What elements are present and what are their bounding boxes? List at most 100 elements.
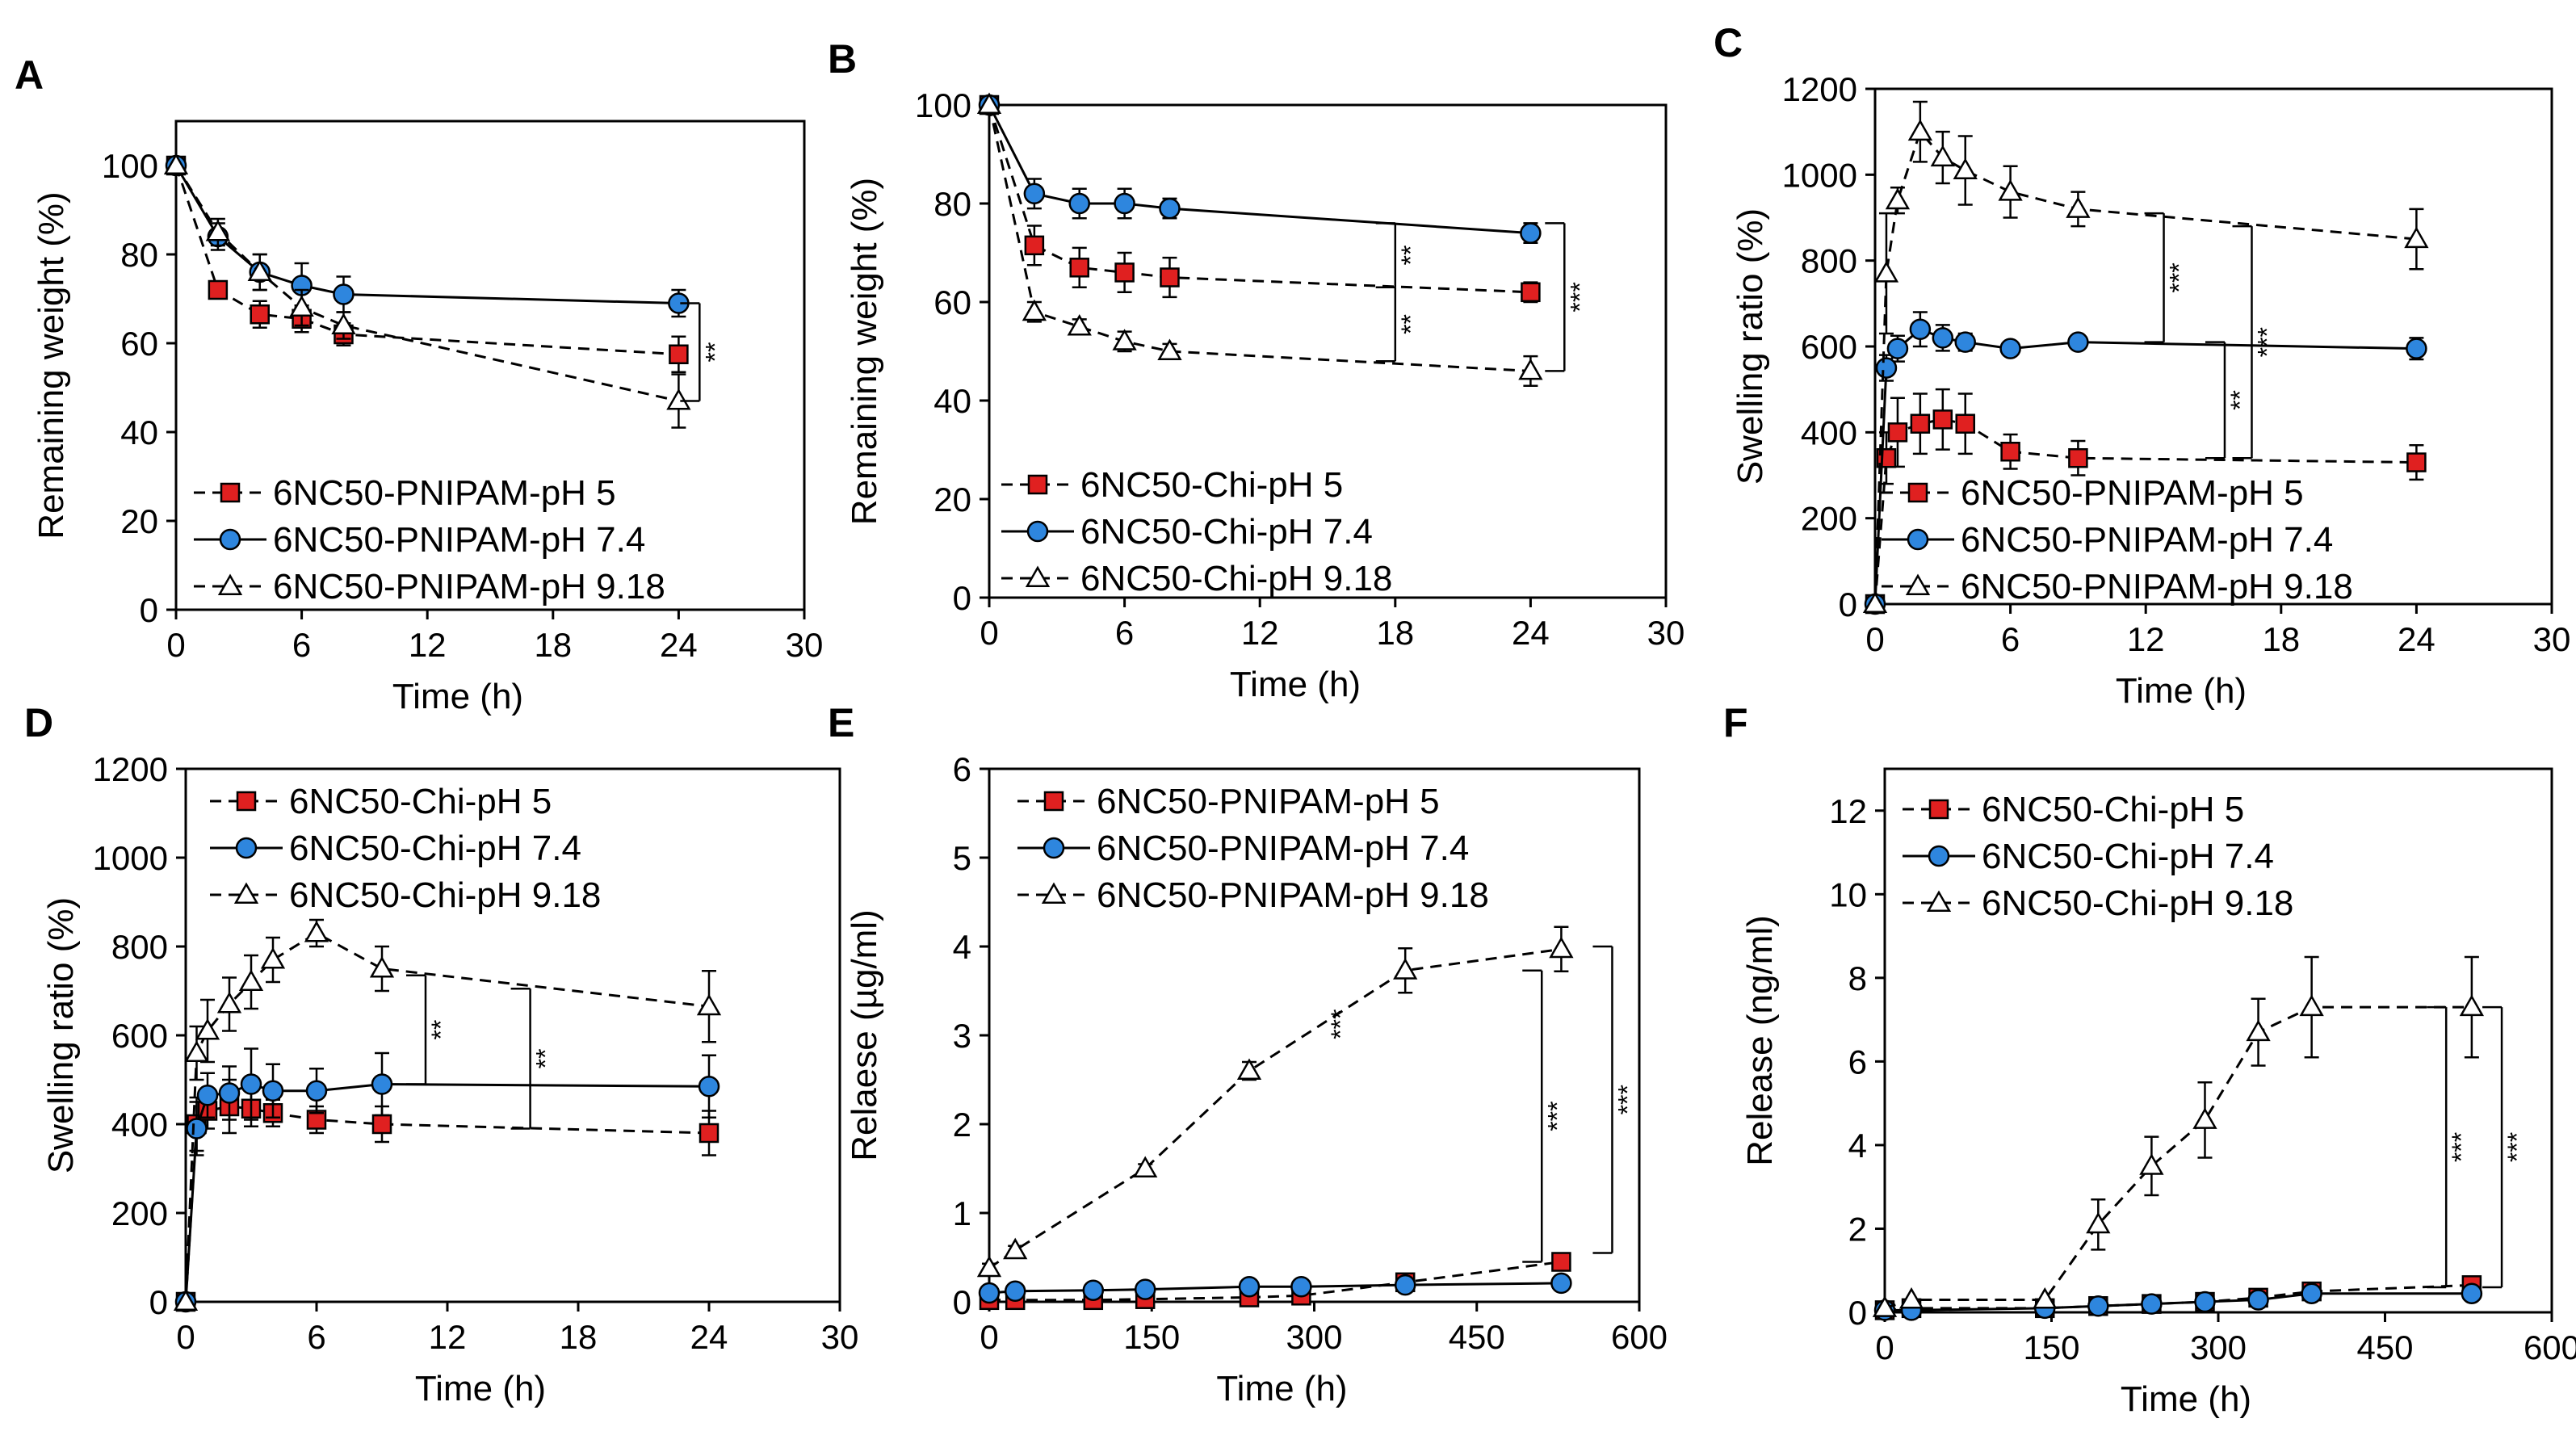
series-triangle bbox=[976, 925, 1574, 1278]
data-point bbox=[289, 295, 314, 317]
y-tick-label: 0 bbox=[953, 579, 971, 617]
data-point bbox=[1954, 331, 1976, 353]
legend-marker bbox=[1026, 520, 1049, 543]
chart-panel-f: F 0 150 300 450 600 0 2 4 6 8 10 12 Time (h) Release (… bbox=[1723, 700, 2576, 1419]
data-point bbox=[247, 259, 272, 281]
y-tick-label: 3 bbox=[953, 1017, 971, 1055]
y-tick-label: 400 bbox=[111, 1106, 168, 1144]
data-point bbox=[1521, 282, 1541, 303]
series-square bbox=[979, 1252, 1571, 1311]
plot-frame bbox=[988, 103, 1668, 599]
data-point bbox=[2066, 196, 2091, 218]
x-tick-label: 12 bbox=[1241, 614, 1279, 652]
data-point bbox=[1067, 313, 1092, 336]
data-point bbox=[1082, 1279, 1105, 1301]
data-point bbox=[1862, 591, 1888, 613]
legend-marker bbox=[1027, 474, 1048, 495]
y-tick-label: 10 bbox=[1829, 875, 1867, 913]
y-tick-label: 1200 bbox=[93, 750, 168, 788]
series-line bbox=[174, 165, 679, 356]
legend-marker bbox=[219, 528, 241, 551]
legend-label: 6NC50-PNIPAM-pH 7.4 bbox=[273, 520, 645, 560]
y-tick-label: 0 bbox=[149, 1283, 168, 1321]
data-point bbox=[1872, 1295, 1898, 1317]
x-tick-label: 12 bbox=[409, 626, 447, 664]
data-point bbox=[1910, 413, 1931, 434]
panel-letter: F bbox=[1723, 700, 1748, 745]
chart-panel-a: A 0 6 12 18 24 30 0 20 40 60 80 100 Time (h) Remaining… bbox=[15, 52, 823, 716]
series-line bbox=[989, 1261, 1562, 1302]
data-point bbox=[1907, 119, 1933, 141]
data-point bbox=[333, 283, 355, 305]
data-point bbox=[2139, 1153, 2164, 1175]
x-axis-title: Time (h) bbox=[1216, 1369, 1347, 1408]
legend-marker bbox=[1025, 565, 1051, 587]
data-point bbox=[1069, 258, 1089, 278]
significance-label: *** bbox=[1326, 1009, 1355, 1039]
significance-label: *** bbox=[1613, 1085, 1642, 1114]
y-axis-title: Release (ng/ml) bbox=[1740, 915, 1780, 1166]
chart-panel-e: E 0 150 300 450 600 0 1 2 3 4 5 6 Time (h) Relaese (µg… bbox=[828, 700, 1668, 1408]
data-point bbox=[1023, 183, 1046, 205]
data-point bbox=[2406, 338, 2427, 359]
data-point bbox=[1998, 179, 2023, 201]
legend-marker bbox=[1928, 799, 1949, 820]
series-line bbox=[1873, 328, 2417, 605]
legend-marker bbox=[1907, 528, 1929, 551]
x-tick-label: 6 bbox=[1115, 614, 1134, 652]
y-tick-label: 0 bbox=[1839, 585, 1857, 623]
data-point bbox=[666, 388, 691, 410]
data-point bbox=[186, 1118, 208, 1140]
significance-bracket bbox=[1375, 222, 1397, 288]
series-triangle bbox=[1862, 100, 2429, 613]
legend-label: 6NC50-Chi-pH 9.18 bbox=[1080, 559, 1392, 598]
chart-panel-b: B 0 6 12 18 24 30 0 20 40 60 80 100 Time (h) Remaining… bbox=[828, 36, 1684, 704]
legend-marker bbox=[233, 882, 259, 904]
series-circle bbox=[978, 94, 1542, 245]
chart-panel-c: C 0 6 12 18 24 30 0 200 400 600 800 1000 1200 Time (h)… bbox=[1714, 20, 2570, 711]
legend-marker bbox=[1907, 482, 1928, 503]
panel-letter: D bbox=[24, 700, 53, 745]
legend-marker bbox=[1928, 845, 1950, 867]
legend: 6NC50-Chi-pH 5 6NC50-Chi-pH 7.4 6NC50-Chi-… bbox=[210, 782, 601, 915]
data-point bbox=[262, 1080, 284, 1102]
data-point bbox=[216, 991, 242, 1014]
legend-label: 6NC50-PNIPAM-pH 5 bbox=[1097, 782, 1440, 821]
data-point bbox=[2301, 1282, 2322, 1304]
data-point bbox=[2087, 1295, 2109, 1317]
x-tick-label: 24 bbox=[1512, 614, 1550, 652]
significance-bracket bbox=[1545, 222, 1566, 372]
y-tick-label: 200 bbox=[1801, 500, 1857, 538]
significance-bracket bbox=[2144, 212, 2165, 343]
significance-bracket bbox=[510, 988, 531, 1130]
legend: 6NC50-PNIPAM-pH 5 6NC50-PNIPAM-pH 7.4 6NC5… bbox=[1882, 473, 2353, 606]
legend-label: 6NC50-Chi-pH 7.4 bbox=[1080, 512, 1373, 552]
data-point bbox=[1932, 327, 1954, 349]
y-tick-label: 1000 bbox=[1782, 156, 1857, 194]
legend-label: 6NC50-PNIPAM-pH 7.4 bbox=[1097, 829, 1469, 868]
y-tick-label: 200 bbox=[111, 1194, 168, 1232]
significance-label: *** bbox=[1565, 282, 1594, 312]
legend-label: 6NC50-Chi-pH 7.4 bbox=[289, 829, 581, 868]
series-triangle bbox=[1872, 955, 2485, 1317]
significance-bracket bbox=[2427, 1005, 2448, 1289]
data-point bbox=[218, 1082, 241, 1104]
y-tick-label: 800 bbox=[1801, 242, 1857, 280]
data-point bbox=[2192, 1107, 2217, 1129]
data-point bbox=[184, 1040, 209, 1062]
significance-bracket bbox=[1592, 945, 1613, 1254]
significance-bracket bbox=[2482, 1005, 2503, 1289]
chart-panel-d: D 0 6 12 18 24 30 0 200 400 600 800 1000 1200 Time (h)… bbox=[24, 700, 858, 1408]
data-point bbox=[2067, 331, 2089, 353]
data-point bbox=[2000, 442, 2020, 462]
data-point bbox=[369, 955, 395, 978]
data-point bbox=[2406, 452, 2427, 472]
x-tick-label: 150 bbox=[2023, 1328, 2079, 1366]
data-point bbox=[1114, 192, 1135, 215]
legend-marker bbox=[1043, 837, 1065, 859]
data-point bbox=[371, 1073, 393, 1095]
data-point bbox=[1290, 1276, 1312, 1298]
x-tick-label: 6 bbox=[307, 1318, 325, 1356]
x-tick-label: 6 bbox=[2001, 620, 2020, 658]
panel-letter: C bbox=[1714, 20, 1743, 65]
